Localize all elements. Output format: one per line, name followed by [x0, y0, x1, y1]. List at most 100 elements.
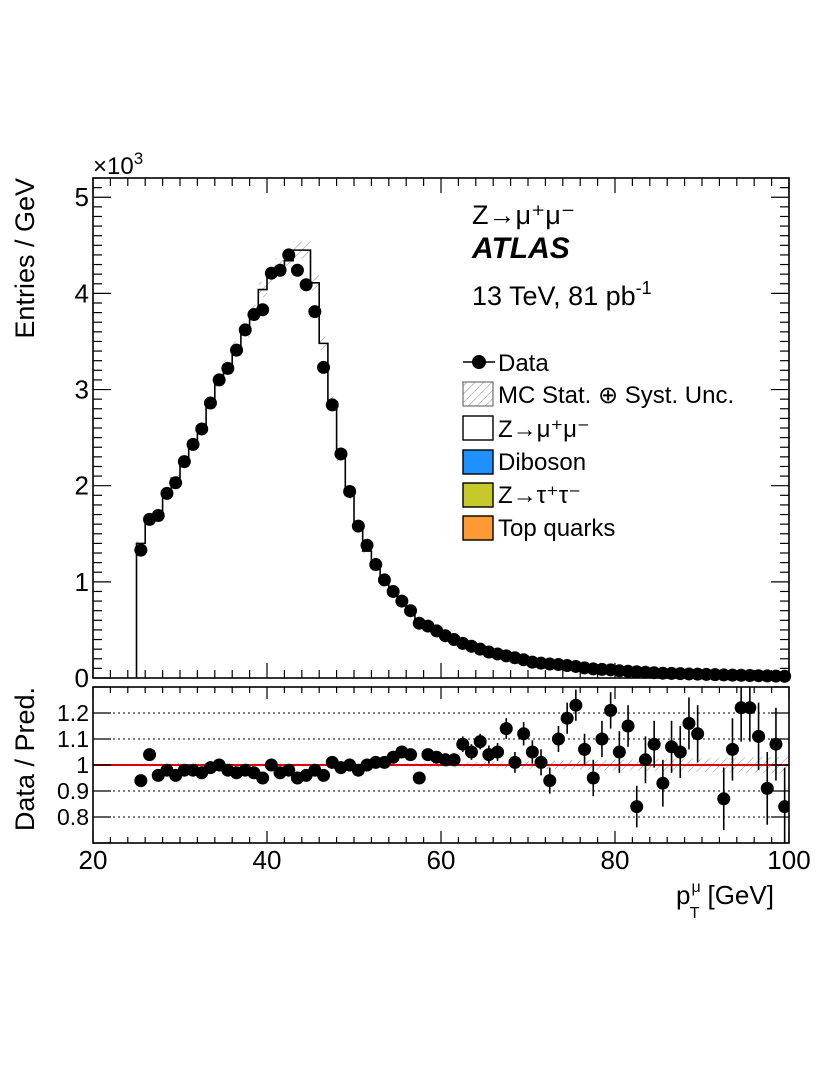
data-point	[212, 373, 226, 387]
data-point	[325, 398, 339, 412]
data-point	[334, 447, 348, 461]
main-y-ticks: 0 1 2 3 4 5	[75, 177, 789, 693]
data-point	[177, 455, 191, 469]
data-point	[317, 360, 331, 374]
data-point	[273, 263, 287, 277]
ratio-point	[778, 800, 789, 814]
data-point	[308, 305, 322, 319]
ratio-y-tick-label: 0.8	[57, 804, 89, 830]
top-swatch-icon	[462, 515, 494, 541]
data-point	[256, 303, 270, 317]
x-tick-label: 20	[79, 845, 108, 875]
ratio-point	[586, 771, 600, 785]
data-point	[151, 509, 165, 522]
main-x-ticks	[92, 178, 790, 678]
legend: Data MC Stat. ⊕ Syst. Unc. Z→μ⁺μ⁻ Diboso…	[462, 350, 734, 542]
ratio-point	[638, 753, 652, 767]
svg-text:Top quarks: Top quarks	[498, 515, 615, 542]
ratio-point	[517, 727, 531, 741]
ratio-gridlines	[93, 712, 789, 818]
ratio-x-ticks: 20 40 60 80 100	[79, 687, 811, 875]
ratio-point	[743, 701, 757, 715]
ratio-point	[491, 745, 505, 759]
data-point	[221, 361, 235, 375]
y-tick-label: 4	[75, 278, 89, 308]
ratio-point	[525, 745, 539, 759]
data-point	[395, 594, 409, 608]
data-point	[290, 263, 304, 277]
ratio-point	[560, 711, 574, 725]
data-point	[238, 323, 252, 337]
svg-text:Z→τ⁺τ⁻: Z→τ⁺τ⁻	[498, 482, 581, 509]
ratio-point	[456, 737, 470, 751]
process-label: Z→μ⁺μ⁻	[472, 200, 575, 230]
y-scale-label: ×103	[93, 149, 143, 180]
ratio-point	[412, 771, 426, 785]
svg-text:Diboson: Diboson	[498, 449, 586, 476]
svg-text:MC Stat. ⊕ Syst. Unc.: MC Stat. ⊕ Syst. Unc.	[498, 382, 734, 409]
ratio-y-tick-label: 1	[76, 752, 89, 778]
ratio-point	[578, 742, 592, 756]
ratio-point	[551, 732, 565, 746]
ratio-y-tick-label: 1.1	[57, 726, 89, 752]
data-point	[360, 538, 374, 552]
ratio-point	[604, 703, 618, 717]
ratio-point	[543, 774, 557, 788]
ratio-point	[447, 753, 461, 767]
x-tick-label: 100	[767, 845, 810, 875]
svg-text:Data: Data	[498, 350, 549, 377]
data-point	[351, 519, 365, 533]
y-tick-label: 0	[75, 663, 89, 693]
ratio-point	[725, 742, 739, 756]
x-tick-label: 60	[427, 845, 456, 875]
data-point	[169, 476, 183, 490]
hatch-swatch-icon	[462, 381, 494, 407]
legend-entry-top: Top quarks	[462, 515, 615, 542]
data-point	[203, 396, 217, 410]
ratio-y-tick-label: 0.9	[57, 778, 89, 804]
x-axis-label: pμ T[GeV]	[676, 879, 774, 922]
ratio-point	[499, 722, 513, 736]
ratio-panel: 20 40 60 80 100 0.80.911.11.2 Data / Pred. p…	[10, 686, 811, 922]
data-point	[778, 669, 792, 683]
ratio-point	[621, 719, 635, 733]
ratio-point	[282, 763, 296, 777]
ratio-point	[656, 776, 670, 790]
ratio-point	[630, 800, 644, 814]
ratio-point	[473, 735, 487, 749]
data-point	[386, 584, 400, 598]
ratio-point	[464, 745, 478, 759]
ratio-point	[317, 768, 331, 782]
ratio-point	[595, 732, 609, 746]
data-point	[160, 486, 174, 500]
data-marker-icon	[472, 355, 486, 369]
ratio-point	[752, 729, 766, 743]
ratio-point	[534, 755, 548, 769]
x-tick-label: 40	[253, 845, 282, 875]
ratio-point	[508, 755, 522, 769]
ratio-point	[404, 748, 418, 762]
data-points-ratio	[134, 687, 789, 843]
x-tick-label: 80	[601, 845, 630, 875]
ratio-point	[647, 737, 661, 751]
energy-lumi-label: 13 TeV, 81 pb-1	[472, 278, 652, 311]
data-point	[343, 484, 357, 498]
data-point	[282, 248, 296, 262]
legend-entry-ztautau: Z→τ⁺τ⁻	[462, 482, 581, 509]
svg-text:Z→μ⁺μ⁻: Z→μ⁺μ⁻	[498, 416, 590, 443]
ratio-point	[682, 716, 696, 730]
data-point	[377, 573, 391, 587]
main-y-axis-label: Entries / GeV	[10, 178, 40, 339]
y-tick-label: 2	[75, 471, 89, 501]
ratio-point	[691, 727, 705, 741]
ratio-point	[612, 745, 626, 759]
main-panel: 0 1 2 3 4 5 ×103 Entries / GeV Z→μ⁺μ⁻ ATLAS 1…	[10, 149, 792, 693]
ratio-point	[256, 771, 270, 785]
data-point	[186, 437, 200, 451]
y-tick-label: 5	[75, 182, 89, 212]
ztautau-swatch-icon	[462, 482, 494, 508]
ratio-point	[717, 792, 731, 806]
ratio-y-tick-label: 1.2	[57, 700, 89, 726]
ratio-point	[769, 737, 783, 751]
